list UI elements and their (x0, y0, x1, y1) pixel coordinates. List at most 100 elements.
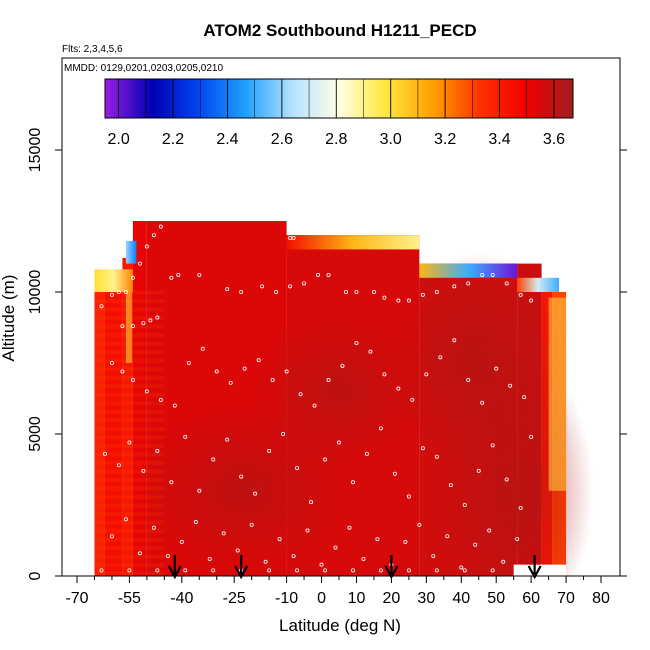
sample-point (295, 568, 300, 573)
sample-point (343, 289, 348, 294)
sample-point (109, 292, 114, 297)
sample-point (284, 369, 289, 374)
sample-point (368, 349, 373, 354)
sample-point (291, 236, 296, 241)
sample-point (504, 477, 509, 482)
sample-point (148, 318, 153, 323)
field-column (94, 292, 105, 576)
field-band (94, 443, 165, 448)
sample-point (518, 292, 523, 297)
colorbar-tick-label: 2.8 (325, 131, 347, 148)
sample-point (155, 315, 160, 320)
sample-point (371, 289, 376, 294)
sample-point (179, 539, 184, 544)
sample-point (490, 272, 495, 277)
field-band (94, 503, 165, 508)
sample-point (396, 298, 401, 303)
field-band (94, 367, 165, 372)
field-band (94, 520, 165, 525)
field-upper-layer (286, 235, 420, 250)
sample-point (123, 289, 128, 294)
colorbar-tick-label: 2.4 (216, 131, 238, 148)
sample-point (490, 568, 495, 573)
colorbar-tick-label: 3.6 (543, 131, 565, 148)
sample-point (420, 446, 425, 451)
sample-point (99, 568, 104, 573)
sample-point (277, 537, 282, 542)
sample-point (207, 556, 212, 561)
sample-point (256, 358, 261, 363)
field-column (122, 257, 133, 576)
sample-point (288, 284, 293, 289)
sample-point (249, 522, 254, 527)
sample-point (452, 284, 457, 289)
sample-point (392, 471, 397, 476)
sample-point (253, 491, 258, 496)
sample-point (263, 559, 268, 564)
field-band (94, 495, 165, 500)
sample-point (169, 480, 174, 485)
field-column (104, 277, 123, 576)
flights-note: Flts: 2,3,4,5,6 (62, 44, 123, 55)
field-band (94, 401, 165, 406)
sample-point (522, 395, 527, 400)
sample-point (127, 440, 132, 445)
colorbar-tick-label: 3.4 (488, 131, 510, 148)
sample-point (378, 568, 383, 573)
sample-point (333, 545, 338, 550)
sample-point (434, 454, 439, 459)
sample-point (127, 568, 132, 573)
field-band (94, 486, 165, 491)
sample-point (434, 568, 439, 573)
sample-point (158, 224, 163, 229)
field-upper-layer (94, 269, 133, 292)
sample-point (340, 363, 345, 368)
sample-point (109, 360, 114, 365)
sample-point (141, 468, 146, 473)
field-band (94, 478, 165, 483)
x-tick-label: 40 (452, 590, 470, 607)
field-north-edge (548, 297, 567, 491)
colorbar-tick-label: 2.2 (162, 131, 184, 148)
x-tick-label: -10 (275, 590, 298, 607)
dates-note: MMDD: 0129,0201,0203,0205,0210 (64, 63, 223, 74)
leg-arrow-head (527, 565, 542, 580)
y-axis: 0 5000 10000 15000 (27, 128, 627, 580)
sample-point (316, 272, 321, 277)
field-band (94, 554, 165, 559)
sample-point (378, 426, 383, 431)
chart-title: ATOM2 Southbound H1211_PECD (203, 21, 476, 40)
sample-point (501, 559, 506, 564)
sample-point (403, 539, 408, 544)
sample-point (183, 568, 188, 573)
sample-point (144, 244, 149, 249)
sample-point (116, 289, 121, 294)
field-band (94, 392, 165, 397)
x-tick-label: 80 (592, 590, 610, 607)
x-tick-label: 70 (557, 590, 575, 607)
sample-point (109, 534, 114, 539)
field-band (94, 469, 165, 474)
x-tick-label: 60 (522, 590, 540, 607)
sample-point (382, 295, 387, 300)
sample-point (130, 324, 135, 329)
sample-point (211, 568, 216, 573)
field-band (94, 460, 165, 465)
sample-point (270, 378, 275, 383)
sample-point (200, 346, 205, 351)
sample-point (438, 355, 443, 360)
sample-point (319, 562, 324, 567)
field-band (94, 563, 165, 568)
sample-point (102, 451, 107, 456)
sample-point (183, 434, 188, 439)
colorbar-tick-label: 3.0 (380, 131, 402, 148)
sample-point (406, 298, 411, 303)
sample-point (490, 443, 495, 448)
sample-point (120, 369, 125, 374)
sample-point (169, 275, 174, 280)
sample-point (197, 272, 202, 277)
sample-point (211, 457, 216, 462)
colorbar: 2.0 2.2 2.4 2.6 2.8 3.0 3.2 3.4 3.6 (104, 78, 574, 148)
sample-point (406, 568, 411, 573)
sample-point (462, 502, 467, 507)
